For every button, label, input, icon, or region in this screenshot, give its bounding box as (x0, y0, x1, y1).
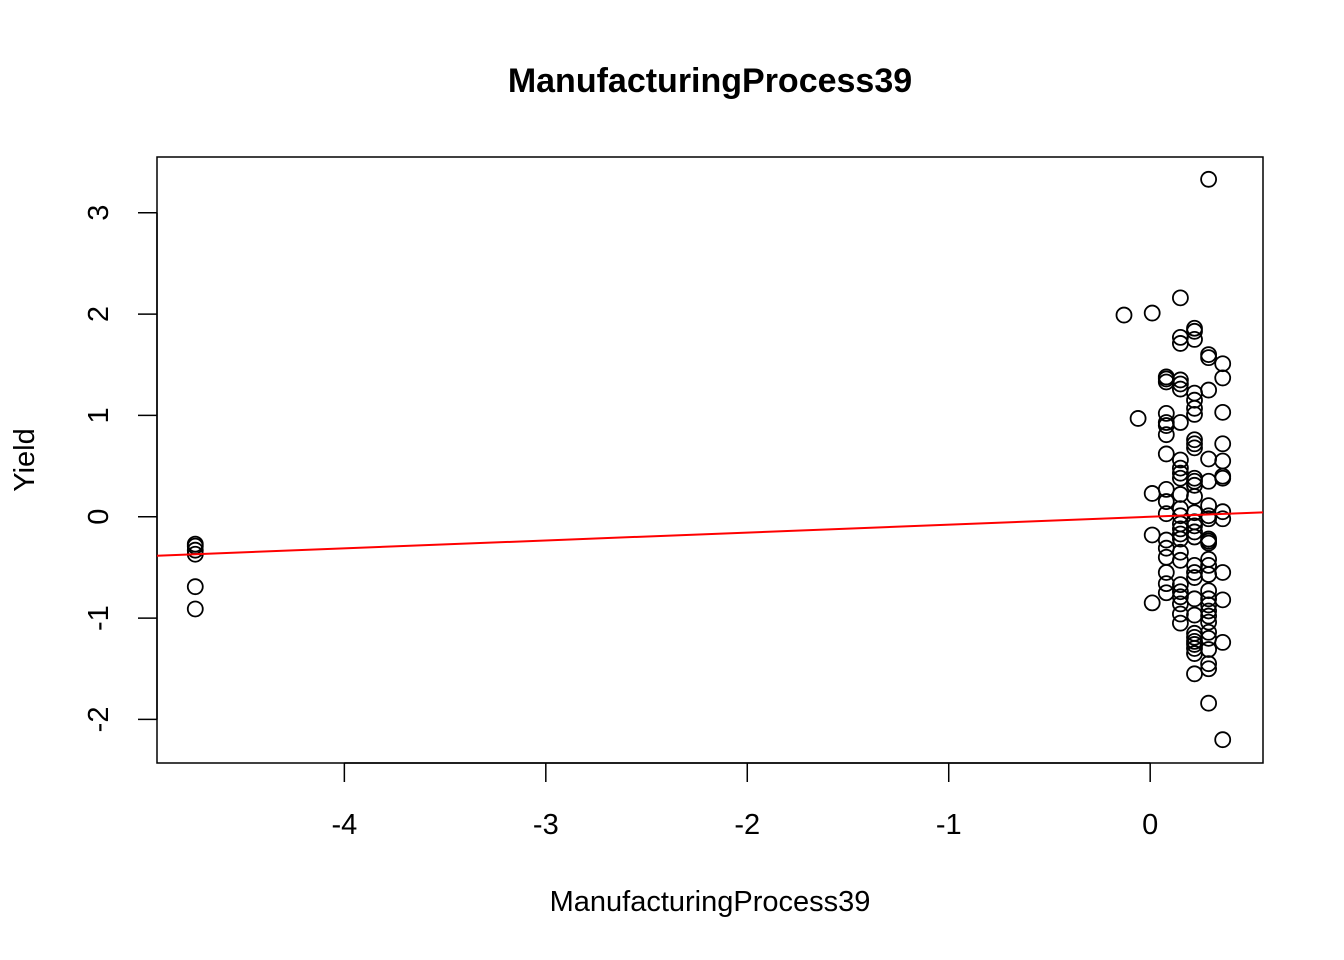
data-point (1214, 510, 1232, 528)
y-tick-label: 0 (83, 509, 115, 525)
y-tick-label: -2 (83, 707, 115, 733)
chart-title: ManufacturingProcess39 (508, 62, 912, 100)
data-point (1200, 655, 1218, 673)
data-point (1214, 435, 1232, 453)
data-point (1214, 634, 1232, 651)
x-tick-label: -3 (533, 809, 559, 841)
data-point (1157, 493, 1175, 510)
data-point (186, 541, 204, 559)
y-axis-label: Yield (9, 428, 41, 491)
data-point (1186, 399, 1203, 417)
data-point (1214, 369, 1232, 387)
data-point (1172, 459, 1189, 477)
data-point (1214, 564, 1232, 581)
data-point (1186, 331, 1203, 348)
data-point (1172, 486, 1189, 503)
data-point (1186, 439, 1203, 457)
data-point (1200, 497, 1218, 515)
data-point (1200, 602, 1218, 620)
data-point (1157, 404, 1175, 422)
data-point (1186, 606, 1203, 624)
data-point (1214, 503, 1232, 521)
data-point (1200, 381, 1218, 399)
data-point (1157, 564, 1175, 581)
data-point (1172, 414, 1189, 431)
x-axis-label: ManufacturingProcess39 (550, 886, 871, 918)
y-tick-label: 3 (83, 205, 115, 221)
data-point (1214, 452, 1232, 470)
data-point (1157, 584, 1175, 602)
data-point (1172, 451, 1189, 469)
data-point (1115, 306, 1133, 324)
data-point (1200, 641, 1218, 658)
data-point (1143, 594, 1161, 612)
data-point (1200, 450, 1218, 468)
data-point (1186, 517, 1203, 535)
data-point (1157, 575, 1175, 593)
data-point (1172, 371, 1189, 389)
regression-line (156, 511, 1264, 557)
data-point (1186, 665, 1203, 683)
data-point (1200, 623, 1218, 641)
data-point (186, 578, 204, 596)
data-point (1157, 426, 1175, 444)
data-point (1186, 405, 1203, 423)
x-tick-label: -2 (734, 809, 760, 841)
x-tick-label: -4 (331, 809, 357, 841)
data-point (1200, 660, 1218, 678)
data-point (1200, 613, 1218, 631)
data-point (1214, 731, 1232, 749)
data-point (1143, 485, 1161, 502)
data-point (1200, 170, 1218, 188)
data-point (1172, 543, 1189, 561)
data-point (1186, 431, 1203, 449)
data-point (1172, 375, 1189, 393)
x-tick-label: -1 (936, 809, 962, 841)
y-tick-label: 2 (83, 306, 115, 322)
data-point (1129, 410, 1147, 427)
data-point (1172, 605, 1189, 623)
data-point (1143, 526, 1161, 544)
data-point (1200, 349, 1218, 367)
data-point (1172, 614, 1189, 632)
data-point (1200, 472, 1218, 490)
data-point (1186, 488, 1203, 505)
data-point (1172, 289, 1189, 307)
data-point (1214, 403, 1232, 421)
data-point (1214, 591, 1232, 609)
y-tick-label: 1 (83, 407, 115, 423)
data-point (1186, 590, 1203, 608)
data-point (1200, 607, 1218, 625)
points-layer (186, 170, 1232, 749)
data-point (1157, 445, 1175, 463)
data-point (1186, 523, 1203, 541)
data-point (1157, 548, 1175, 566)
plot-frame (156, 156, 1264, 764)
data-point (1186, 322, 1203, 340)
y-axis: -2 -1 0 1 2 3 (83, 205, 158, 733)
data-point (1172, 583, 1189, 601)
data-point (1214, 469, 1232, 487)
data-point (1143, 304, 1161, 322)
data-point (1172, 576, 1189, 594)
y-tick-label: -1 (83, 605, 115, 631)
data-point (1214, 355, 1232, 373)
x-axis: -4 -3 -2 -1 0 (331, 762, 1158, 841)
data-point (1200, 694, 1218, 712)
data-point (1200, 556, 1218, 574)
x-tick-label: 0 (1142, 809, 1158, 841)
data-point (1200, 566, 1218, 583)
data-point (1186, 435, 1203, 453)
data-point (1200, 534, 1218, 552)
data-point (186, 600, 204, 618)
